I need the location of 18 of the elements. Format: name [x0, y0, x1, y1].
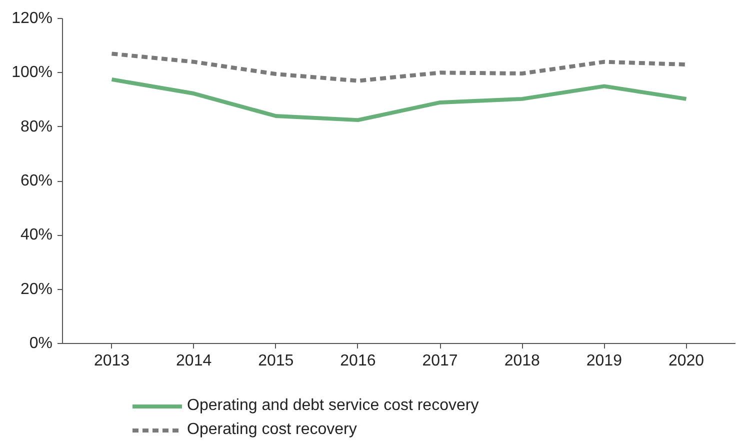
y-tick-label: 0%: [29, 335, 52, 352]
x-tick-label: 2018: [504, 352, 540, 370]
x-tick-label: 2019: [586, 352, 622, 370]
x-tick-label: 2020: [668, 352, 704, 370]
y-tick-label: 120%: [12, 10, 52, 27]
x-tick-label: 2013: [94, 352, 130, 370]
x-tick-label: 2016: [340, 352, 376, 370]
x-tick-label: 2014: [176, 352, 212, 370]
x-tick-label: 2017: [422, 352, 458, 370]
y-tick-label: 20%: [20, 280, 53, 298]
y-tick-label: 100%: [12, 64, 52, 82]
legend-label: Operating cost recovery: [187, 421, 357, 439]
line-series: [110, 77, 688, 122]
y-tick-label: 80%: [20, 118, 53, 136]
y-tick-label: 60%: [20, 172, 53, 190]
x-tick-label: 2015: [258, 352, 294, 370]
y-tick-label: 40%: [20, 226, 53, 244]
legend-label: Operating and debt service cost recovery: [187, 397, 479, 415]
